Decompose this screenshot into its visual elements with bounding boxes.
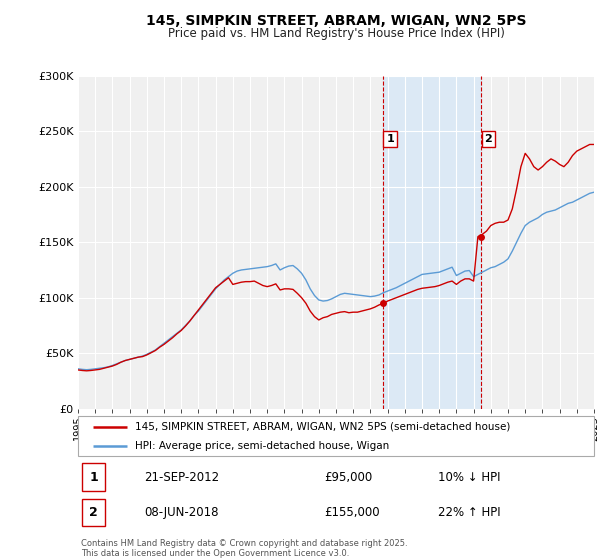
Text: 08-JUN-2018: 08-JUN-2018 [144, 506, 218, 519]
Text: Price paid vs. HM Land Registry's House Price Index (HPI): Price paid vs. HM Land Registry's House … [167, 27, 505, 40]
Text: £95,000: £95,000 [324, 470, 372, 484]
Text: 1: 1 [89, 470, 98, 484]
Text: Contains HM Land Registry data © Crown copyright and database right 2025.
This d: Contains HM Land Registry data © Crown c… [81, 539, 407, 558]
Text: 10% ↓ HPI: 10% ↓ HPI [438, 470, 500, 484]
Text: £155,000: £155,000 [324, 506, 380, 519]
Text: 145, SIMPKIN STREET, ABRAM, WIGAN, WN2 5PS (semi-detached house): 145, SIMPKIN STREET, ABRAM, WIGAN, WN2 5… [135, 422, 510, 432]
FancyBboxPatch shape [78, 416, 594, 456]
FancyBboxPatch shape [82, 463, 105, 491]
Text: 21-SEP-2012: 21-SEP-2012 [144, 470, 219, 484]
Text: HPI: Average price, semi-detached house, Wigan: HPI: Average price, semi-detached house,… [135, 441, 389, 451]
Text: 2: 2 [89, 506, 98, 519]
Text: 145, SIMPKIN STREET, ABRAM, WIGAN, WN2 5PS: 145, SIMPKIN STREET, ABRAM, WIGAN, WN2 5… [146, 14, 526, 28]
Text: 2: 2 [485, 134, 493, 144]
FancyBboxPatch shape [82, 498, 105, 526]
Text: 22% ↑ HPI: 22% ↑ HPI [438, 506, 500, 519]
Bar [383, 76, 481, 409]
Text: 1: 1 [386, 134, 394, 144]
